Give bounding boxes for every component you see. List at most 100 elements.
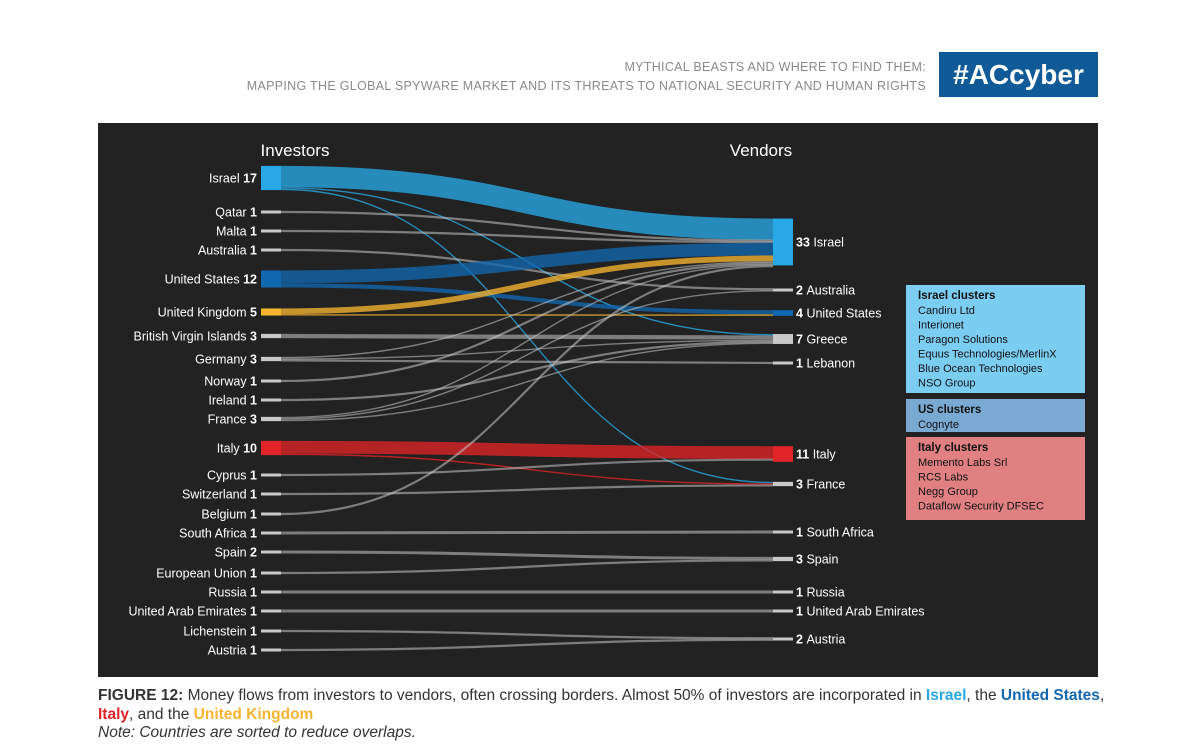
investor-node-united-arab-emirates: [261, 609, 281, 613]
flow-united-states-to-united-states: [280, 283, 774, 315]
flow-france-to-australia: [280, 290, 774, 420]
vendor-node-south-africa: [773, 530, 793, 534]
caption-italy: Italy: [98, 706, 130, 723]
investor-node-belgium: [261, 512, 281, 516]
flow-italy-to-france: [280, 453, 774, 485]
vendor-label-south-africa: 1 South Africa: [796, 526, 874, 540]
caption-united-kingdom: United Kingdom: [193, 706, 314, 723]
investor-label-cyprus: Cyprus 1: [207, 469, 257, 483]
investor-label-belgium: Belgium 1: [201, 508, 257, 522]
investor-label-south-africa: South Africa 1: [179, 527, 257, 541]
vendor-node-lebanon: [773, 361, 793, 365]
flow-france-to-greece: [280, 342, 774, 422]
investor-label-australia: Australia 1: [198, 244, 257, 258]
investor-node-switzerland: [261, 492, 281, 496]
flow-belgium-to-israel: [280, 265, 774, 516]
investor-label-spain: Spain 2: [215, 546, 257, 560]
investor-node-russia: [261, 590, 281, 594]
investor-label-united-states: United States 12: [165, 273, 257, 287]
investor-label-european-union: European Union 1: [156, 567, 257, 581]
legend-item-blue-ocean-technologies: Blue Ocean Technologies: [918, 363, 1043, 375]
flow-cyprus-to-italy: [280, 458, 774, 477]
investor-node-cyprus: [261, 473, 281, 477]
investor-label-italy: Italy 10: [217, 442, 257, 456]
investor-label-france: France 3: [208, 413, 257, 427]
flow-germany-to-lebanon: [280, 359, 774, 365]
flow-spain-to-spain: [280, 550, 774, 560]
vendor-label-australia: 2 Australia: [796, 284, 855, 298]
legend-item-candiru-ltd: Candiru Ltd: [918, 305, 975, 317]
legend-title-israel: Israel clusters: [918, 290, 995, 302]
sankey-chart: Investors Vendors Israel 17 Qatar 1 Malta 1 A…: [128, 141, 1085, 658]
legend-item-paragon-solutions: Paragon Solutions: [918, 334, 1008, 346]
investor-node-france: [261, 416, 281, 422]
legend-item-dataflow-security-dfsec: Dataflow Security DFSEC: [918, 501, 1044, 513]
investor-label-lichenstein: Lichenstein 1: [183, 625, 257, 639]
flow-lichenstein-to-austria: [280, 629, 774, 640]
legend-box-israel: [906, 285, 1085, 393]
cluster-legend: Israel clusters Candiru Ltd Interionet Para…: [906, 285, 1085, 520]
flow-ireland-to-greece: [280, 340, 774, 402]
flow-austria-to-austria: [280, 638, 774, 652]
caption-israel: Israel: [925, 687, 967, 704]
investor-node-italy: [261, 440, 281, 456]
vendor-label-united-states: 4 United States: [796, 307, 881, 321]
sankey-panel: Investors Vendors Israel 17 Qatar 1 Malta 1 A…: [98, 123, 1098, 677]
legend-item-interionet: Interionet: [918, 320, 964, 332]
flow-germany-to-greece: [280, 339, 774, 360]
legend-item-cognyte: Cognyte: [918, 419, 959, 431]
investor-label-germany: Germany 3: [195, 353, 257, 367]
investor-node-austria: [261, 648, 281, 652]
investor-node-australia: [261, 248, 281, 252]
vendor-label-italy: 11 Italy: [796, 448, 836, 462]
vendor-label-lebanon: 1 Lebanon: [796, 357, 855, 371]
vendor-node-spain: [773, 556, 793, 562]
vendor-node-united-arab-emirates: [773, 609, 793, 613]
investor-label-malta: Malta 1: [216, 225, 257, 239]
investor-node-qatar: [261, 210, 281, 214]
investor-node-british-virgin-islands: [261, 333, 281, 339]
caption-text-4: , and the: [129, 706, 194, 723]
legend-item-negg-group: Negg Group: [918, 486, 978, 498]
legend-box-us: [906, 399, 1085, 432]
legend-box-italy: [906, 437, 1085, 520]
figure-caption: FIGURE 12: Money flows from investors to…: [98, 686, 1108, 724]
investor-label-united-arab-emirates: United Arab Emirates 1: [128, 605, 257, 619]
vendor-node-united-states: [773, 310, 793, 316]
vendor-label-greece: 7 Greece: [796, 333, 847, 347]
investor-node-germany: [261, 356, 281, 362]
flow-australia-to-australia: [280, 248, 774, 291]
investor-node-united-states: [261, 270, 281, 288]
investor-label-israel: Israel 17: [209, 172, 257, 186]
caption-united-states: United States: [1000, 687, 1100, 704]
vendor-node-russia: [773, 590, 793, 594]
investor-label-british-virgin-islands: British Virgin Islands 3: [134, 330, 258, 344]
vendor-label-israel: 33 Israel: [796, 236, 844, 250]
flow-qatar-to-israel: [280, 210, 774, 242]
vendor-node-france: [773, 481, 793, 487]
flow-british-virgin-islands-to-greece: [280, 333, 774, 340]
investor-label-ireland: Ireland 1: [208, 394, 257, 408]
flow-south-africa-to-south-africa: [280, 530, 774, 535]
flow-germany-to-israel: [280, 261, 774, 359]
investor-label-switzerland: Switzerland 1: [182, 488, 257, 502]
legend-title-us: US clusters: [918, 404, 981, 416]
investor-node-lichenstein: [261, 629, 281, 633]
investor-label-austria: Austria 1: [208, 644, 257, 658]
investor-label-qatar: Qatar 1: [215, 206, 257, 220]
flow-united-kingdom-to-israel: [280, 255, 774, 315]
investor-label-united-kingdom: United Kingdom 5: [158, 306, 257, 320]
caption-note: Note: Countries are sorted to reduce ove…: [98, 724, 416, 741]
legend-item-equus-technologies-merlinx: Equus Technologies/MerlinX: [918, 349, 1057, 361]
investor-label-russia: Russia 1: [208, 586, 257, 600]
vendor-node-italy: [773, 446, 793, 462]
investor-node-malta: [261, 229, 281, 233]
investor-node-united-kingdom: [261, 308, 281, 316]
vendor-label-spain: 3 Spain: [796, 553, 838, 567]
legend-title-italy: Italy clusters: [918, 442, 988, 454]
vendor-node-australia: [773, 288, 793, 292]
flow-israel-to-israel: [280, 165, 774, 240]
caption-text-2: , the: [966, 687, 1001, 704]
vendor-label-russia: 1 Russia: [796, 586, 845, 600]
vendor-node-israel: [773, 218, 793, 266]
